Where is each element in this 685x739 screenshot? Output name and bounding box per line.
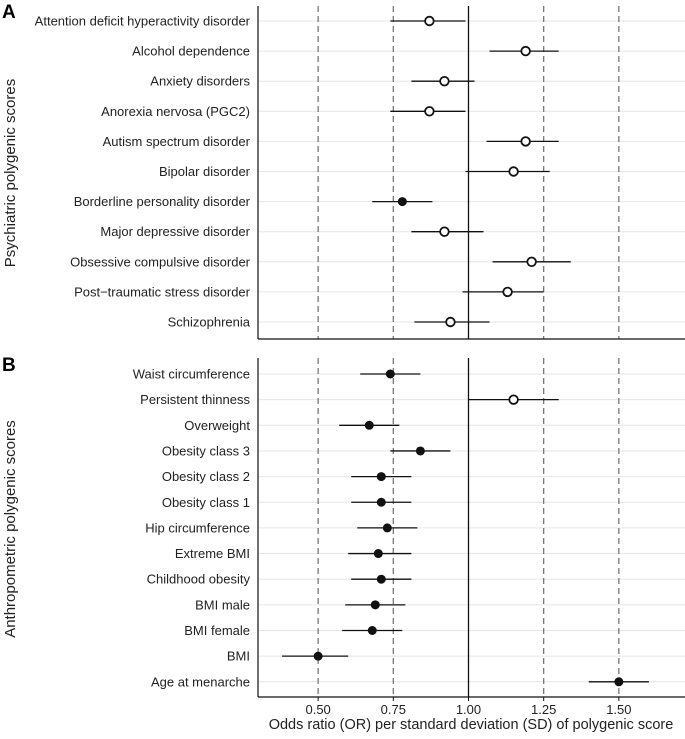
point-estimate-open bbox=[445, 316, 456, 328]
row-label: Major depressive disorder bbox=[100, 224, 250, 239]
row-label: BMI male bbox=[195, 597, 250, 612]
x-axis-title: Odds ratio (OR) per standard deviation (… bbox=[269, 717, 674, 733]
point-estimate-open bbox=[439, 75, 450, 87]
panel-a: A Psychiatric polygenic scores Attention… bbox=[2, 2, 685, 340]
row-label: Obesity class 3 bbox=[162, 443, 250, 458]
point-estimate-filled bbox=[614, 677, 624, 687]
point-estimate-filled bbox=[415, 446, 425, 456]
row-label: Childhood obesity bbox=[147, 572, 251, 587]
row-label: Obesity class 2 bbox=[162, 469, 250, 484]
row-label: Obesity class 1 bbox=[162, 495, 250, 510]
point-estimate-filled bbox=[370, 600, 380, 610]
x-tick-label: 1.00 bbox=[456, 702, 481, 717]
row-label: Obsessive compulsive disorder bbox=[70, 254, 251, 269]
panel-a-rows: Attention deficit hyperactivity disorder… bbox=[35, 14, 571, 330]
point-estimate-filled bbox=[376, 472, 386, 482]
x-tick-label: 0.75 bbox=[381, 702, 406, 717]
row-label: Bipolar disorder bbox=[159, 164, 251, 179]
point-estimate-open bbox=[439, 226, 450, 237]
point-estimate-filled bbox=[373, 549, 383, 559]
panel-b: B Anthropometric polygenic scores Waist … bbox=[2, 355, 685, 698]
row-label: Age at menarche bbox=[151, 674, 250, 689]
row-label: Anxiety disorders bbox=[150, 74, 250, 89]
point-estimate-filled bbox=[382, 523, 392, 533]
x-tick-label: 0.50 bbox=[305, 702, 330, 717]
panel-b-reference-lines bbox=[317, 358, 620, 697]
point-estimate-filled bbox=[364, 420, 374, 430]
row-label: Hip circumference bbox=[145, 520, 250, 535]
point-estimate-open bbox=[424, 15, 435, 27]
panel-a-y-axis-label: Psychiatric polygenic scores bbox=[2, 79, 19, 267]
row-label: Alcohol dependence bbox=[132, 44, 250, 59]
row-label: Extreme BMI bbox=[175, 546, 250, 561]
row-label: Schizophrenia bbox=[168, 315, 251, 330]
row-label: BMI bbox=[227, 649, 250, 664]
panel-b-y-axis-label: Anthropometric polygenic scores bbox=[2, 420, 19, 638]
panel-a-axes bbox=[257, 6, 685, 340]
point-estimate-filled bbox=[376, 574, 386, 584]
x-tick-label: 1.50 bbox=[606, 702, 631, 717]
panel-a-reference-lines bbox=[317, 6, 620, 339]
point-estimate-filled bbox=[367, 626, 377, 635]
row-label: Post−traumatic stress disorder bbox=[74, 284, 251, 299]
point-estimate-open bbox=[520, 136, 531, 147]
point-estimate-open bbox=[508, 166, 519, 177]
row-label: Attention deficit hyperactivity disorder bbox=[35, 14, 251, 29]
row-label: Persistent thinness bbox=[140, 392, 250, 407]
row-label: Waist circumference bbox=[133, 367, 250, 382]
point-estimate-open bbox=[526, 256, 537, 268]
point-estimate-filled bbox=[397, 197, 407, 207]
panel-b-rows: Waist circumference Persistent thinness Ov… bbox=[133, 367, 649, 689]
row-label: Borderline personality disorder bbox=[74, 194, 251, 209]
point-estimate-open bbox=[424, 106, 435, 117]
x-axis: 0.50 0.75 1.00 1.25 1.50 bbox=[305, 697, 632, 717]
row-label: BMI female bbox=[184, 623, 250, 638]
point-estimate-filled bbox=[313, 651, 323, 661]
panel-b-gridlines bbox=[258, 373, 685, 683]
point-estimate-filled bbox=[376, 497, 386, 507]
point-estimate-filled bbox=[385, 369, 395, 379]
row-label: Anorexia nervosa (PGC2) bbox=[101, 104, 250, 119]
panel-b-axes bbox=[257, 358, 685, 698]
point-estimate-open bbox=[508, 394, 519, 405]
x-tick-label: 1.25 bbox=[531, 702, 556, 717]
point-estimate-open bbox=[502, 286, 513, 298]
point-estimate-open bbox=[520, 45, 531, 57]
panel-a-letter: A bbox=[2, 2, 16, 23]
row-label: Overweight bbox=[184, 418, 250, 433]
panel-b-letter: B bbox=[2, 355, 16, 376]
row-label: Autism spectrum disorder bbox=[103, 134, 251, 149]
